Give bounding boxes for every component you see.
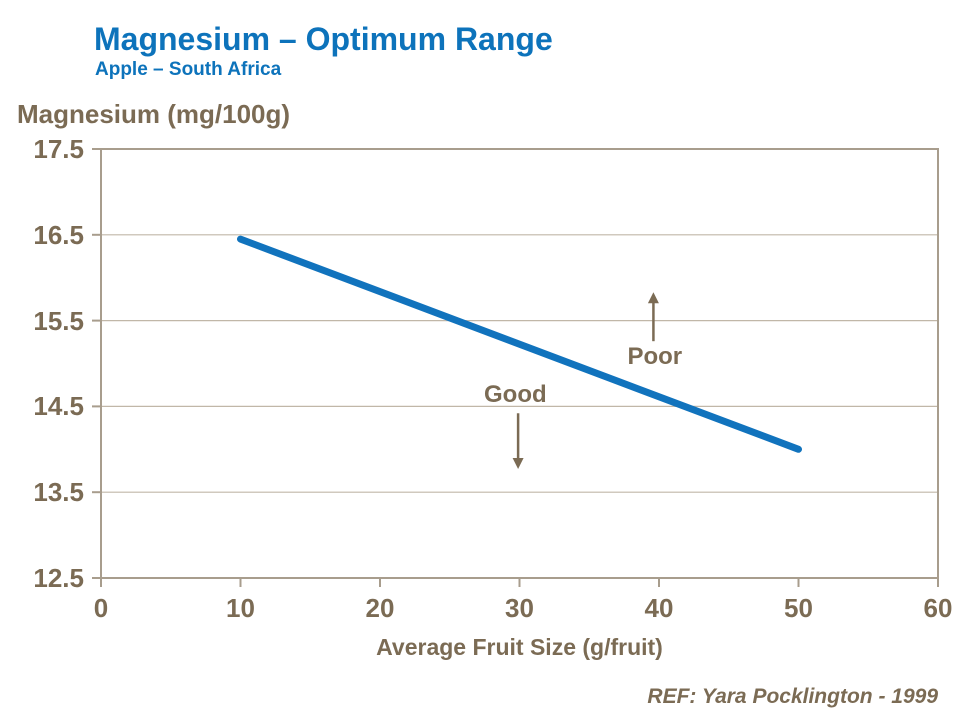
x-tick-label: 30 bbox=[505, 593, 534, 623]
y-tick-label: 14.5 bbox=[33, 391, 84, 422]
x-tick-label: 20 bbox=[365, 593, 395, 623]
x-tick-label: 50 bbox=[784, 593, 813, 623]
y-tick-label: 13.5 bbox=[33, 477, 84, 508]
y-tick-label: 15.5 bbox=[33, 305, 84, 336]
x-tick-label: 60 bbox=[923, 593, 953, 623]
y-tick-label: 17.5 bbox=[33, 134, 84, 164]
y-axis-title: Magnesium (mg/100g) bbox=[17, 99, 291, 129]
reference-text: REF: Yara Pocklington - 1999 bbox=[647, 685, 938, 708]
x-axis-title: Average Fruit Size (g/fruit) bbox=[376, 634, 663, 660]
x-tick-label: 10 bbox=[226, 593, 255, 623]
data-line bbox=[237, 235, 802, 453]
y-tick-label: 12.5 bbox=[33, 563, 84, 593]
annotation-poor: Poor bbox=[627, 342, 683, 370]
x-tick-label: 40 bbox=[644, 593, 674, 623]
page-subtitle: Apple – South Africa bbox=[95, 59, 282, 80]
poor-arrow-head bbox=[647, 292, 659, 304]
good-arrow-head bbox=[512, 458, 524, 470]
plot-border bbox=[100, 148, 939, 579]
x-tick-label: 0 bbox=[93, 593, 109, 623]
page-title: Magnesium – Optimum Range bbox=[94, 21, 553, 57]
y-tick-label: 16.5 bbox=[33, 219, 84, 250]
annotation-good: Good bbox=[483, 381, 547, 409]
